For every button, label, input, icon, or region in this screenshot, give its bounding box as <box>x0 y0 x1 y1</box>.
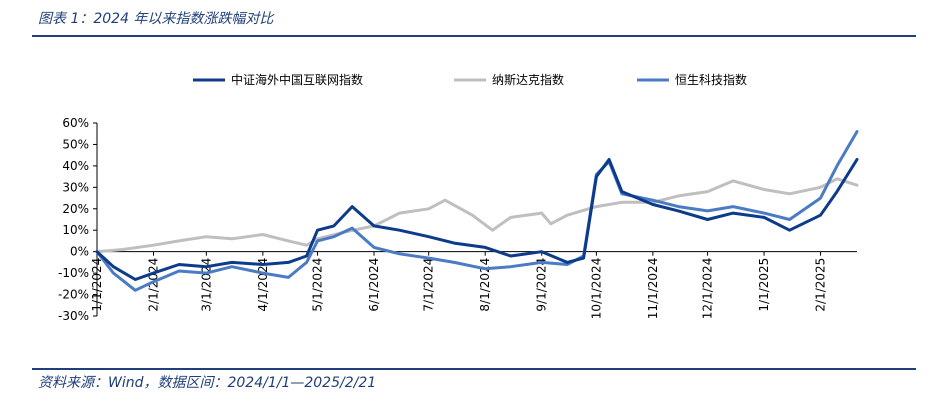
legend-label-2: 恒生科技指数 <box>675 72 747 87</box>
x-tick-label: 12/1/2024 <box>701 258 715 320</box>
x-tick-label: 8/1/2024 <box>478 258 492 312</box>
x-tick-label: 6/1/2024 <box>367 258 381 312</box>
legend: 中证海外中国互联网指数 纳斯达克指数 恒生科技指数 <box>193 72 747 87</box>
y-tick-label: -20% <box>58 288 89 302</box>
plot-area <box>95 130 859 292</box>
series-line-1 <box>95 177 859 254</box>
x-tick-label: 5/1/2024 <box>311 258 325 312</box>
x-tick-label: 1/1/2025 <box>757 258 771 312</box>
y-tick-label: 0% <box>70 245 89 259</box>
y-tick-label: 40% <box>62 159 89 173</box>
x-tick-label: 7/1/2024 <box>422 258 436 312</box>
x-tick-label: 10/1/2024 <box>589 258 603 320</box>
y-axis: -30% -20% -10% 0% 10% 20% 30% 40% 50% 60% <box>58 116 98 323</box>
series-line-2 <box>95 130 859 292</box>
figure-title: 图表 1：2024 年以来指数涨跌幅对比 <box>38 11 274 27</box>
y-tick-label: 60% <box>62 116 89 130</box>
x-tick-label: 2/1/2025 <box>814 258 828 312</box>
y-tick-label: 30% <box>62 180 89 194</box>
legend-label-0: 中证海外中国互联网指数 <box>231 72 363 87</box>
top-rule <box>32 35 916 37</box>
x-tick-label: 9/1/2024 <box>535 258 549 312</box>
x-axis: 1/1/2024 2/1/2024 3/1/2024 4/1/2024 5/1/2024… <box>90 251 857 320</box>
x-tick-label: 11/1/2024 <box>646 258 660 320</box>
y-tick-label: -10% <box>58 266 89 280</box>
y-tick-label: -30% <box>58 309 89 323</box>
x-tick-label: 1/1/2024 <box>90 258 104 312</box>
bottom-rule <box>32 368 916 370</box>
legend-label-1: 纳斯达克指数 <box>492 72 564 87</box>
y-tick-label: 20% <box>62 202 89 216</box>
source-note: 资料来源：Wind，数据区间：2024/1/1—2025/2/21 <box>38 375 377 391</box>
y-tick-label: 10% <box>62 223 89 237</box>
y-tick-label: 50% <box>62 137 89 151</box>
series-line-0 <box>95 158 859 281</box>
